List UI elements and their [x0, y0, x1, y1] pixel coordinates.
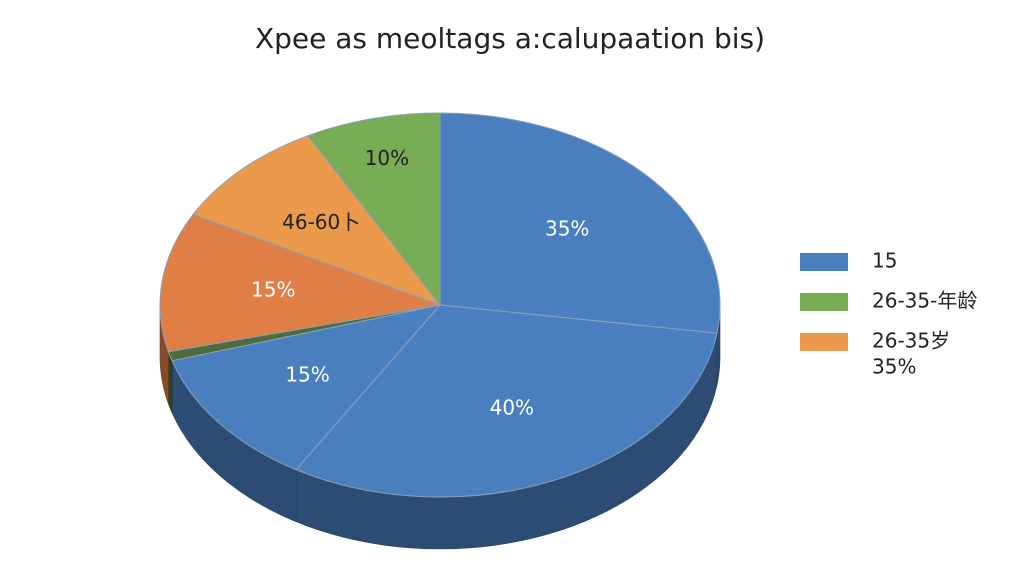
legend-label: 35%	[872, 355, 916, 379]
legend-label: 15	[872, 249, 897, 273]
slice-label: 35%	[545, 216, 589, 240]
slice	[192, 135, 442, 307]
chart-title: Xpee as meoltags a:calupaation bis)	[255, 22, 765, 55]
slice	[159, 213, 442, 353]
slice	[439, 112, 721, 334]
slice-label: 15%	[251, 277, 295, 301]
legend-swatch	[800, 253, 848, 271]
legend-label: 26-35-年龄	[872, 289, 977, 313]
slice-side	[168, 351, 173, 413]
slice	[295, 304, 718, 498]
slice-label: 40%	[490, 396, 534, 420]
slice	[307, 112, 441, 307]
slice-label: 10%	[365, 146, 409, 170]
slice-label: 15%	[285, 362, 329, 386]
slice	[171, 304, 442, 471]
legend-swatch	[800, 333, 848, 351]
slice-label: 46-60卜	[282, 210, 360, 234]
legend-swatch	[800, 293, 848, 311]
legend-label: 26-35岁	[872, 329, 950, 353]
